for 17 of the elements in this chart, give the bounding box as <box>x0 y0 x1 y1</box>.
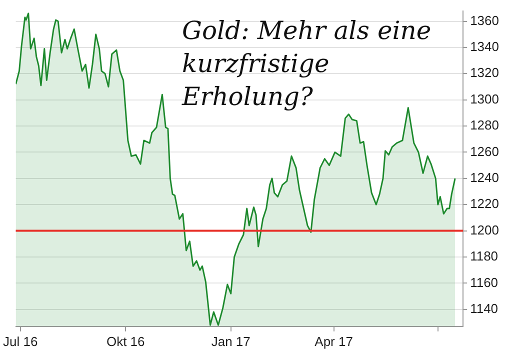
y-tick-label: 1180 <box>470 248 498 264</box>
y-tick-label: 1140 <box>470 300 498 316</box>
x-tick-label: Jan 17 <box>211 334 250 349</box>
x-tick-label: Jul 16 <box>3 334 38 349</box>
text: Gold: Mehr als eine kurzfristige Erholung? <box>182 15 432 113</box>
y-tick-label: 1360 <box>470 12 499 28</box>
y-tick-label: 1340 <box>470 39 499 54</box>
x-tick-label: Apr 17 <box>314 334 353 349</box>
y-tick-label: 1260 <box>470 144 499 159</box>
y-tick-label: 1200 <box>470 222 499 238</box>
y-tick-label: 1240 <box>470 170 499 185</box>
x-tick-label: Okt 16 <box>106 334 145 349</box>
y-tick-label: 1320 <box>470 65 499 80</box>
y-tick-label: 1300 <box>470 91 499 106</box>
y-tick-label: 1280 <box>470 118 499 133</box>
y-tick-label: 1220 <box>470 196 499 212</box>
y-tick-label: 1160 <box>470 274 498 290</box>
